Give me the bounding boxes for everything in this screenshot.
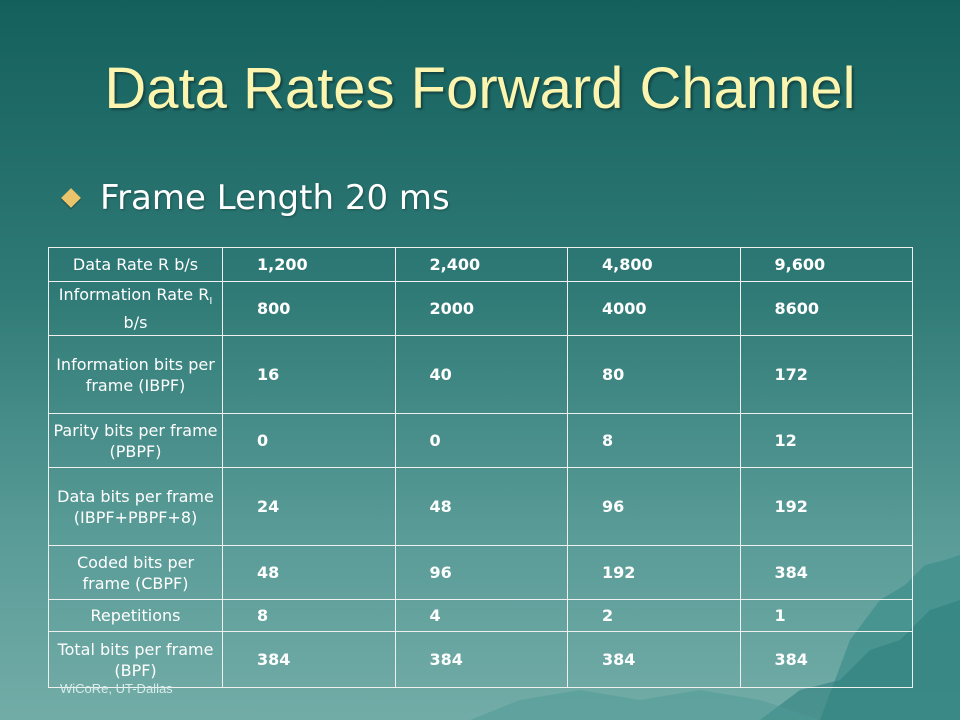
table-row: Repetitions 8 4 2 1 [48,599,913,632]
table-cell: 96 [567,467,741,546]
slide-title: Data Rates Forward Channel [104,56,856,121]
table-cell: 384 [739,545,913,600]
table-cell: 384 [739,631,913,688]
table-cell: 384 [567,631,741,688]
row-label: Parity bits per frame (PBPF) [48,413,223,468]
footer-text: WiCoRe, UT-Dallas [60,681,173,696]
row-label: Coded bits per frame (CBPF) [48,545,223,600]
table-cell: 2000 [394,281,568,336]
table-row: Coded bits per frame (CBPF) 48 96 192 38… [48,545,913,600]
table-cell: 384 [394,631,568,688]
table-cell: 16 [222,335,396,414]
row-label: Total bits per frame (BPF) [48,631,223,688]
table-cell: 2 [567,599,741,632]
table-cell: 0 [222,413,396,468]
table-cell: 192 [739,467,913,546]
table-cell: 48 [394,467,568,546]
row-label-text: Information Rate R [58,284,210,304]
table-cell: 1,200 [222,247,396,282]
table-cell: 9,600 [739,247,913,282]
table-row: Information bits per frame (IBPF) 16 40 … [48,335,913,414]
table-cell: 800 [222,281,396,336]
table-cell: 2,400 [394,247,568,282]
table-cell: 4 [394,599,568,632]
table-cell: 12 [739,413,913,468]
table-cell: 8 [222,599,396,632]
table-cell: 8600 [739,281,913,336]
row-label-suffix: b/s [123,313,148,333]
table-cell: 48 [222,545,396,600]
table-row: Data Rate R b/s 1,200 2,400 4,800 9,600 [48,247,913,282]
data-rate-table: Data Rate R b/s 1,200 2,400 4,800 9,600 … [48,247,913,688]
row-label: Data Rate R b/s [48,247,223,282]
table-row: Information Rate RI b/s 800 2000 4000 86… [48,281,913,336]
table-cell: 24 [222,467,396,546]
table-row: Data bits per frame (IBPF+PBPF+8) 24 48 … [48,467,913,546]
diamond-bullet-icon [61,188,81,208]
row-label: Repetitions [48,599,223,632]
table-cell: 172 [739,335,913,414]
row-label: Information bits per frame (IBPF) [48,335,223,414]
table-cell: 0 [394,413,568,468]
table-cell: 4,800 [567,247,741,282]
table-row: Parity bits per frame (PBPF) 0 0 8 12 [48,413,913,468]
bullet-text: Frame Length 20 ms [100,178,450,218]
table-cell: 40 [394,335,568,414]
table-row: Total bits per frame (BPF) 384 384 384 3… [48,631,913,688]
table-cell: 192 [567,545,741,600]
bullet-item: Frame Length 20 ms [60,178,450,218]
row-label: Information Rate RI b/s [48,281,223,336]
table-cell: 384 [222,631,396,688]
table-cell: 1 [739,599,913,632]
table-cell: 80 [567,335,741,414]
table-cell: 8 [567,413,741,468]
row-label: Data bits per frame (IBPF+PBPF+8) [48,467,223,546]
table-cell: 96 [394,545,568,600]
row-label-subscript: I [209,296,213,308]
table-cell: 4000 [567,281,741,336]
